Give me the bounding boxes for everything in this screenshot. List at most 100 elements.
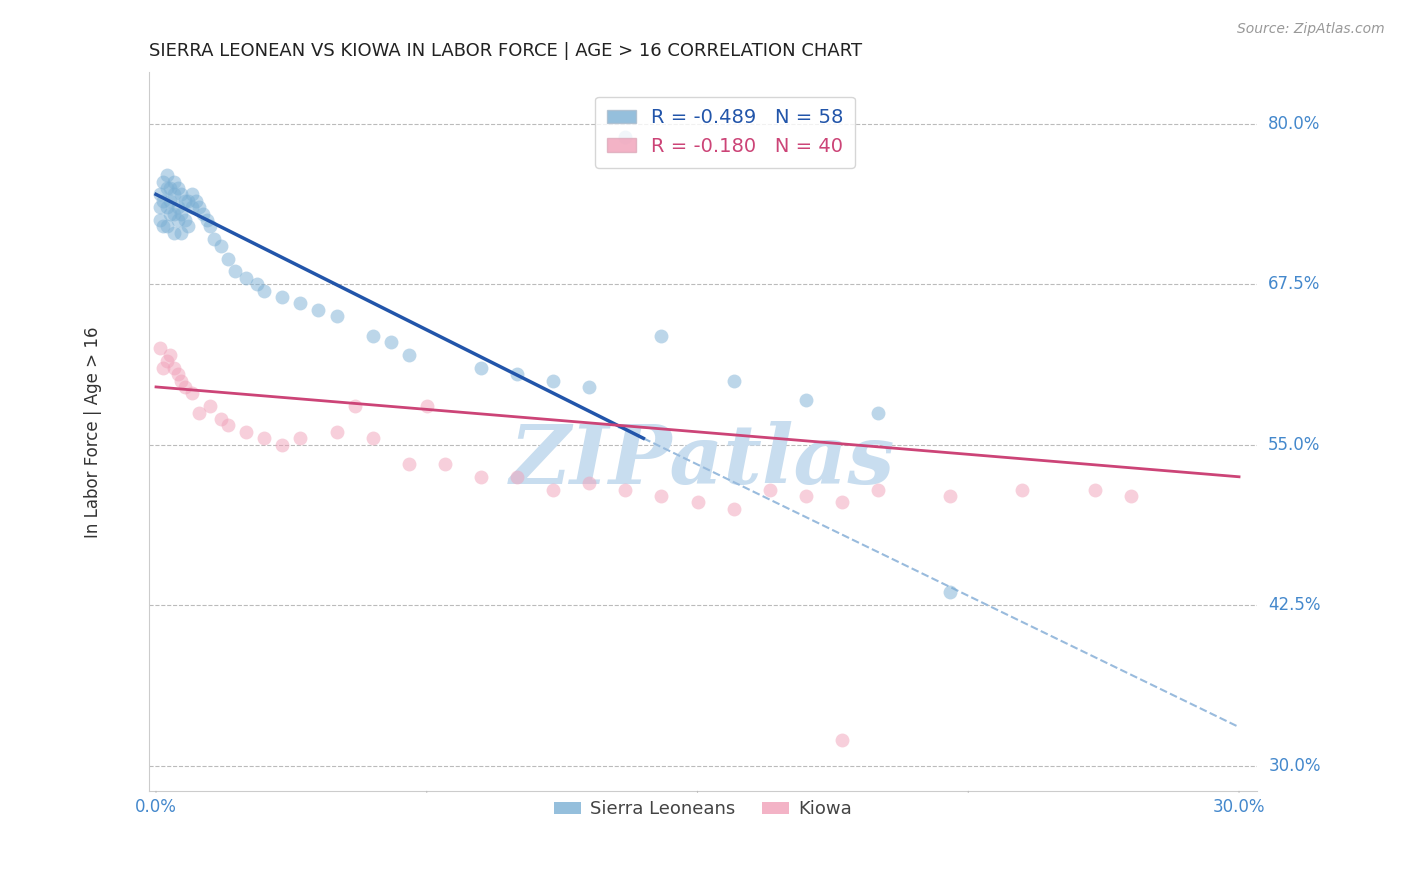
Point	[181, 187, 204, 202]
Point	[184, 194, 207, 208]
Point	[253, 284, 276, 298]
Point	[541, 374, 564, 388]
Point	[152, 194, 174, 208]
Point	[166, 181, 188, 195]
Point	[307, 302, 329, 317]
Point	[156, 354, 179, 368]
Point	[166, 200, 188, 214]
Point	[246, 277, 269, 292]
Point	[173, 380, 195, 394]
Point	[191, 206, 214, 220]
Point	[188, 200, 211, 214]
Point	[506, 470, 529, 484]
Point	[152, 219, 174, 234]
Point	[866, 406, 889, 420]
Point	[1011, 483, 1033, 497]
Point	[159, 181, 181, 195]
Text: In Labor Force | Age > 16: In Labor Force | Age > 16	[84, 326, 103, 538]
Point	[831, 495, 853, 509]
Point	[170, 226, 193, 240]
Point	[170, 206, 193, 220]
Point	[152, 175, 174, 189]
Point	[758, 483, 780, 497]
Text: Source: ZipAtlas.com: Source: ZipAtlas.com	[1237, 22, 1385, 37]
Point	[253, 431, 276, 445]
Point	[149, 187, 172, 202]
Point	[398, 348, 420, 362]
Point	[650, 489, 672, 503]
Point	[149, 342, 172, 356]
Point	[361, 431, 384, 445]
Point	[188, 406, 211, 420]
Point	[380, 334, 402, 349]
Text: SIERRA LEONEAN VS KIOWA IN LABOR FORCE | AGE > 16 CORRELATION CHART: SIERRA LEONEAN VS KIOWA IN LABOR FORCE |…	[149, 42, 862, 60]
Point	[866, 483, 889, 497]
Point	[271, 290, 294, 304]
Point	[614, 129, 637, 144]
Point	[198, 399, 221, 413]
Text: 0.0%: 0.0%	[135, 797, 177, 815]
Point	[159, 206, 181, 220]
Point	[686, 495, 709, 509]
Text: 55.0%: 55.0%	[1268, 435, 1320, 454]
Point	[181, 200, 204, 214]
Point	[614, 483, 637, 497]
Point	[166, 367, 188, 381]
Point	[578, 380, 600, 394]
Point	[198, 219, 221, 234]
Point	[156, 200, 179, 214]
Point	[170, 187, 193, 202]
Point	[433, 457, 456, 471]
Point	[195, 213, 218, 227]
Point	[1119, 489, 1142, 503]
Point	[159, 194, 181, 208]
Text: 30.0%: 30.0%	[1268, 756, 1320, 774]
Point	[541, 483, 564, 497]
Point	[325, 310, 347, 324]
Text: 42.5%: 42.5%	[1268, 596, 1320, 615]
Point	[156, 181, 179, 195]
Point	[156, 168, 179, 182]
Point	[416, 399, 439, 413]
Point	[149, 213, 172, 227]
Point	[217, 252, 239, 266]
Point	[166, 213, 188, 227]
Point	[163, 226, 186, 240]
Point	[723, 501, 745, 516]
Point	[156, 219, 179, 234]
Point	[506, 367, 529, 381]
Point	[173, 194, 195, 208]
Point	[1084, 483, 1107, 497]
Text: 80.0%: 80.0%	[1268, 115, 1320, 133]
Point	[939, 489, 962, 503]
Point	[163, 206, 186, 220]
Point	[290, 296, 312, 310]
Point	[177, 194, 200, 208]
Point	[650, 328, 672, 343]
Legend: Sierra Leoneans, Kiowa: Sierra Leoneans, Kiowa	[547, 793, 859, 825]
Point	[290, 431, 312, 445]
Point	[181, 386, 204, 401]
Point	[939, 585, 962, 599]
Point	[217, 418, 239, 433]
Text: 67.5%: 67.5%	[1268, 276, 1320, 293]
Point	[177, 219, 200, 234]
Point	[163, 360, 186, 375]
Point	[794, 392, 817, 407]
Point	[578, 476, 600, 491]
Point	[271, 438, 294, 452]
Point	[163, 187, 186, 202]
Point	[723, 374, 745, 388]
Point	[159, 348, 181, 362]
Point	[173, 213, 195, 227]
Point	[831, 733, 853, 747]
Point	[325, 425, 347, 439]
Point	[202, 232, 225, 246]
Point	[152, 360, 174, 375]
Point	[794, 489, 817, 503]
Point	[361, 328, 384, 343]
Text: ZIPatlas: ZIPatlas	[510, 421, 896, 500]
Point	[209, 238, 232, 252]
Point	[163, 175, 186, 189]
Point	[235, 425, 257, 439]
